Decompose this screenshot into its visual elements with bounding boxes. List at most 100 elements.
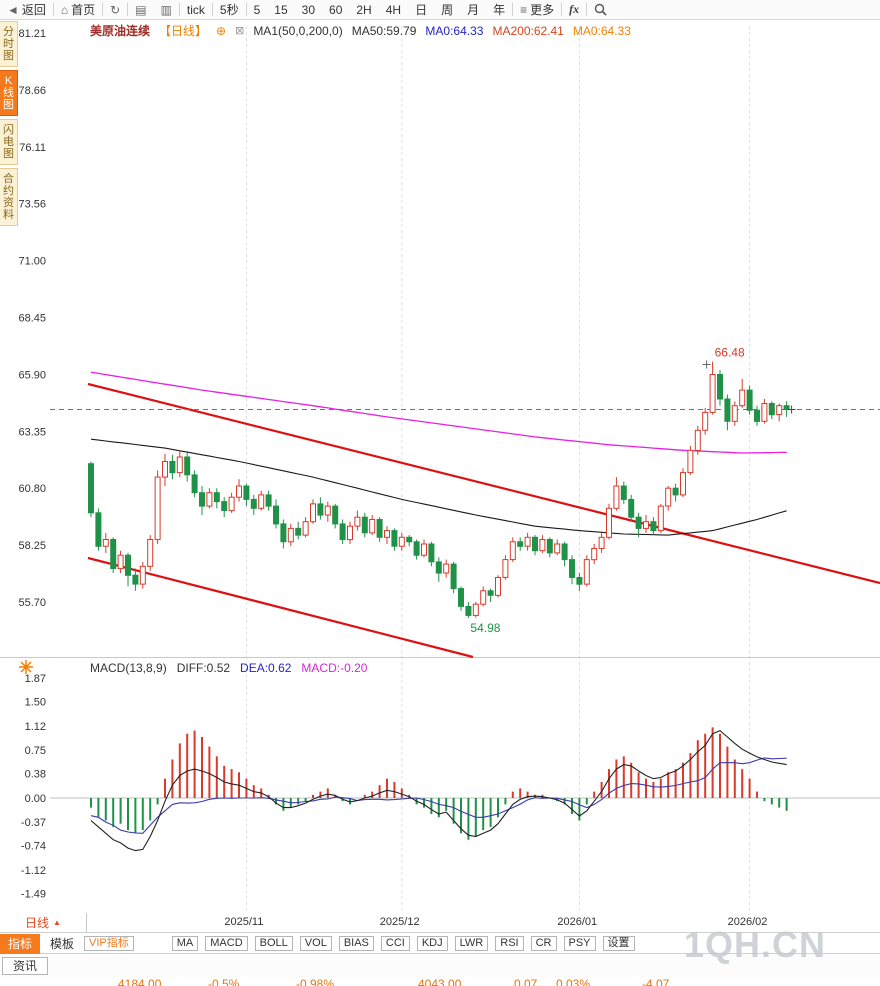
candle-body (746, 389, 753, 411)
candle-body (250, 498, 257, 509)
chevron-up-icon: ▲ (53, 918, 61, 927)
candle-body (598, 536, 605, 549)
candle-body (532, 536, 538, 552)
candle-body (206, 492, 213, 507)
low-annotation: 54.98 (470, 621, 500, 635)
interval-tick-button[interactable]: tick (180, 0, 212, 19)
macd-axis-tick: 0.75 (25, 745, 46, 757)
back-button[interactable]: ◄ 返回 (0, 0, 53, 19)
left-sidebar: 分 时 图 K 线 图闪 电 图合 约 资 料 (0, 21, 18, 226)
news-tab[interactable]: 资讯 (2, 957, 49, 975)
indicator-boll-button[interactable]: BOLL (254, 936, 293, 951)
home-icon: ⌂ (60, 2, 69, 17)
ma200-line (90, 371, 787, 454)
search-button[interactable] (587, 0, 614, 19)
chart-style-candle-button[interactable]: ▥ (154, 0, 179, 19)
interval-30-button-label: 30 (301, 2, 316, 17)
toolbar-separator (512, 3, 514, 16)
candle-body (539, 539, 546, 552)
indicator-macd-button[interactable]: MACD (205, 936, 248, 951)
candle-body (739, 389, 746, 407)
diff-line (90, 729, 787, 852)
trend-line (87, 556, 474, 659)
symbol-name[interactable]: 美原油连续 (90, 24, 151, 38)
interval-15-button-label: 15 (274, 2, 288, 17)
candle-body (398, 536, 405, 547)
ma-checkbox-icon[interactable]: ⊠ (235, 25, 245, 37)
candle-body (502, 559, 509, 578)
interval-month-button[interactable]: 月 (460, 0, 486, 19)
toolbar-separator (561, 3, 563, 16)
interval-4h-button[interactable]: 4H (379, 0, 408, 19)
interval-week-button[interactable]: 周 (434, 0, 460, 19)
price-axis-tick: 78.66 (18, 85, 46, 97)
indicator-bias-button[interactable]: BIAS (338, 936, 374, 951)
interval-5-button[interactable]: 5 (247, 0, 268, 19)
candle-body (280, 523, 287, 543)
tab-indicators[interactable]: 指标 (0, 933, 41, 954)
price-axis-tick: 68.45 (18, 313, 46, 325)
more-button[interactable]: ≡ 更多 (513, 0, 561, 19)
indicator-cci-button[interactable]: CCI (380, 936, 410, 951)
tab-kline-chart[interactable]: K 线 图 (0, 70, 18, 116)
candle-body (273, 505, 279, 525)
candle-body (132, 574, 139, 585)
ticker-value: -0.98% (296, 977, 335, 986)
tab-time-chart[interactable]: 分 时 图 (0, 21, 18, 67)
high-cross-marker (702, 360, 711, 369)
candle-body (650, 521, 657, 532)
tab-contract-info[interactable]: 合 约 资 料 (0, 168, 18, 226)
candle-body (154, 476, 161, 541)
candle-body (583, 559, 590, 585)
indicator-vol-button[interactable]: VOL (299, 936, 332, 951)
tab-lightning-chart[interactable]: 闪 电 图 (0, 119, 18, 165)
candle-body (435, 561, 442, 574)
candle-body (236, 485, 242, 498)
toolbar-separator (102, 3, 104, 16)
candle-body (546, 539, 553, 554)
vip-indicator-button[interactable]: VIP指标 (84, 936, 134, 951)
candle-body (213, 492, 220, 503)
candle-body (694, 429, 701, 451)
indicator-kdj-button[interactable]: KDJ (416, 936, 448, 951)
price-axis-tick: 63.35 (18, 426, 46, 438)
price-axis-tick: 71.00 (18, 256, 46, 268)
macd-title[interactable]: MACD(13,8,9) (90, 661, 167, 675)
interval-30-button[interactable]: 30 (295, 0, 322, 19)
interval-15-button[interactable]: 15 (267, 0, 294, 19)
candle-body (680, 472, 686, 496)
candle-body (561, 543, 568, 561)
candle-body (768, 403, 775, 416)
indicator-cr-button[interactable]: CR (530, 936, 557, 951)
candle-body (472, 603, 479, 616)
candle-body (243, 485, 250, 500)
candle-body (487, 590, 494, 596)
candle-body (302, 521, 309, 536)
interval-60-button[interactable]: 60 (322, 0, 349, 19)
interval-5sec-button-label: 5秒 (219, 3, 239, 17)
zoom-plus-icon[interactable]: ⊕ (216, 23, 227, 38)
refresh-button[interactable]: ↻ (103, 0, 127, 19)
fx-button[interactable]: fx (562, 0, 586, 19)
ticker-value: 0.07 (514, 977, 538, 986)
interval-year-button[interactable]: 年 (486, 0, 512, 19)
indicator-psy-button[interactable]: PSY (563, 936, 596, 951)
home-button[interactable]: ⌂ 首页 (54, 0, 102, 19)
chart-style-bar-button[interactable]: ▤ (128, 0, 153, 19)
interval-5sec-button[interactable]: 5秒 (213, 0, 246, 19)
candle-body (754, 409, 760, 422)
indicator-rsi-button[interactable]: RSI (495, 936, 524, 951)
indicator-settings-button[interactable]: 设置 (602, 936, 635, 951)
more-button-label: 更多 (530, 3, 555, 17)
interval-day-button[interactable]: 日 (408, 0, 434, 19)
period-selector[interactable]: 日线 ▲ (0, 913, 87, 932)
candle-body (635, 516, 642, 529)
indicator-ma-button[interactable]: MA (171, 936, 199, 951)
interval-2h-button[interactable]: 2H (349, 0, 378, 19)
candle-body (709, 374, 716, 413)
price-axis-tick: 81.21 (18, 28, 46, 40)
macd-diff-value: DIFF:0.52 (176, 661, 231, 675)
indicator-lwr-button[interactable]: LWR (454, 936, 489, 951)
tab-template[interactable]: 模板 (50, 937, 75, 951)
